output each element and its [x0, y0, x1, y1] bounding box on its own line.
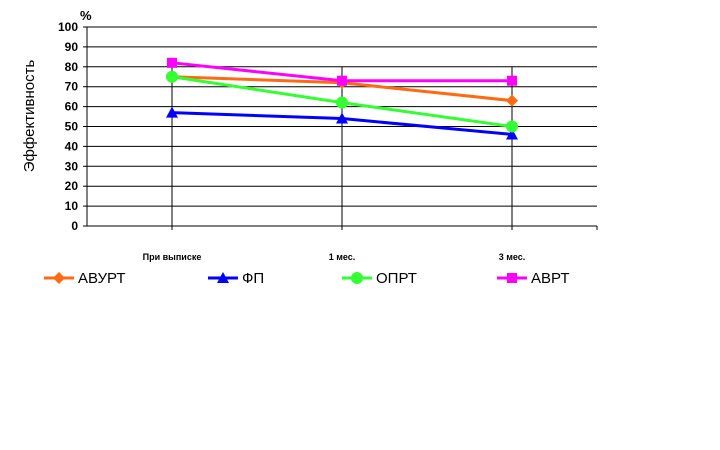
legend-item: АВУРТ — [44, 270, 126, 287]
x-tick-labels: При выписке 1 мес. 3 мес. — [143, 226, 598, 262]
data-point — [506, 94, 518, 107]
y-tick-label: 20 — [65, 179, 79, 193]
y-tick-label: 100 — [58, 20, 78, 34]
y-tick-label: 0 — [71, 219, 78, 233]
data-point — [507, 75, 517, 86]
x-tick-label: 1 мес. — [329, 252, 356, 262]
series-3 — [166, 70, 518, 133]
legend-label: АВРТ — [531, 270, 570, 287]
y-tick-label: 50 — [65, 120, 79, 134]
legend-label: ФП — [242, 270, 264, 287]
y-tick-label: 80 — [65, 60, 79, 74]
series-4 — [167, 57, 517, 86]
y-tick-label: 60 — [65, 100, 79, 114]
series-2 — [166, 106, 518, 140]
legend-marker — [217, 272, 229, 283]
x-tick-label: При выписке — [143, 252, 202, 262]
y-tick-label: 30 — [65, 159, 79, 173]
data-point — [506, 128, 518, 140]
legend-item: ОПРТ — [342, 270, 417, 287]
y-axis-title: Эффективность — [21, 60, 38, 173]
data-point — [337, 75, 347, 86]
data-point — [167, 57, 177, 68]
data-point — [166, 70, 178, 83]
legend-item: ФП — [208, 270, 264, 287]
legend-marker — [53, 272, 65, 284]
data-point — [506, 120, 518, 133]
gridlines — [87, 26, 597, 230]
data-point — [166, 106, 178, 118]
legend-marker — [507, 273, 517, 283]
y-tick-label: 90 — [65, 40, 79, 54]
y-tick-labels: 0 10 20 30 40 50 60 70 80 90 100 — [58, 20, 87, 233]
series-layer — [166, 57, 518, 140]
y-tick-label: 70 — [65, 80, 79, 94]
y-unit-label: % — [80, 8, 92, 23]
legend: АВУРТ ФП ОПРТ АВРТ — [44, 270, 570, 287]
legend-item: АВРТ — [497, 270, 570, 287]
data-point — [336, 96, 348, 109]
y-tick-label: 10 — [65, 199, 79, 213]
x-tick-label: 3 мес. — [499, 252, 526, 262]
data-point — [336, 112, 348, 124]
legend-label: АВУРТ — [78, 270, 126, 287]
legend-marker — [351, 272, 363, 284]
y-tick-label: 40 — [65, 139, 79, 153]
legend-label: ОПРТ — [376, 270, 417, 287]
